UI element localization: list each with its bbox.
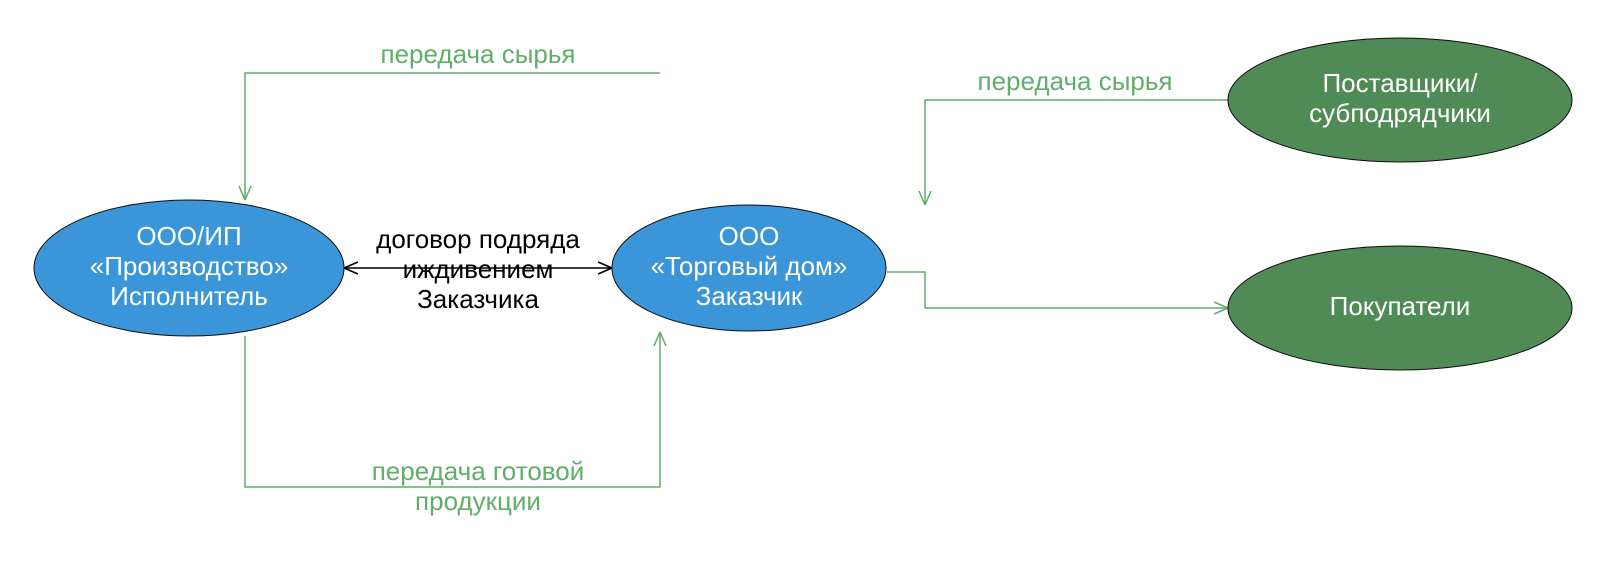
node-producer: ООО/ИП«Производство»Исполнитель [34, 200, 344, 336]
svg-text:договор подрядаиждивениемЗаказ: договор подрядаиждивениемЗаказчика [376, 224, 580, 314]
svg-text:передача сырья: передача сырья [381, 39, 576, 69]
node-tradehouse: ООО«Торговый дом»Заказчик [612, 205, 886, 331]
node-label-suppliers: Поставщики/субподрядчики [1309, 68, 1491, 128]
node-label-buyers: Покупатели [1330, 291, 1471, 321]
node-buyers: Покупатели [1228, 246, 1572, 370]
svg-text:передача сырья: передача сырья [978, 66, 1173, 96]
diagram-canvas: договор подрядаиждивениемЗаказчика переда… [0, 0, 1600, 565]
svg-text:передача готовойпродукции: передача готовойпродукции [372, 456, 585, 516]
node-suppliers: Поставщики/субподрядчики [1228, 38, 1572, 162]
